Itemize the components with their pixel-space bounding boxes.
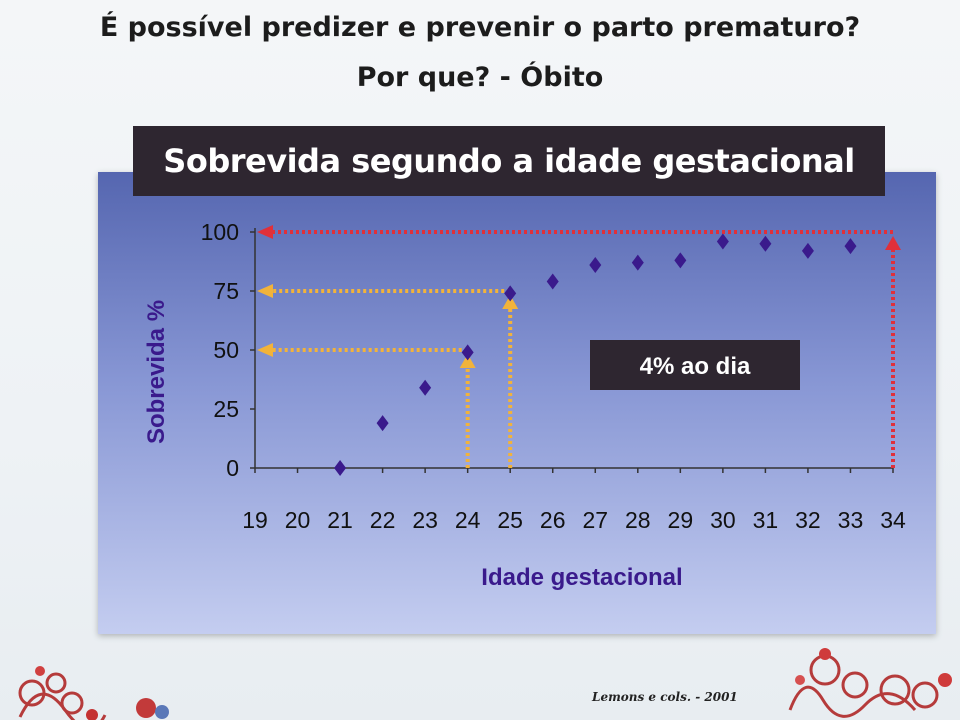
x-tick-label: 23 <box>412 507 438 533</box>
chart-title: Sobrevida segundo a idade gestacional <box>133 126 885 196</box>
y-tick-label: 100 <box>201 219 239 245</box>
x-tick-label: 28 <box>625 507 651 533</box>
citation: Lemons e cols. - 2001 <box>592 690 738 704</box>
x-tick-label: 31 <box>753 507 779 533</box>
annotation-box <box>590 340 800 390</box>
ornament-small-icon <box>136 698 169 719</box>
y-tick-label: 25 <box>213 396 239 422</box>
data-point <box>589 257 602 274</box>
x-axis-title: Idade gestacional <box>481 564 682 591</box>
x-tick-label: 30 <box>710 507 736 533</box>
guide-arrow-left <box>257 225 273 239</box>
x-tick-label: 27 <box>582 507 608 533</box>
data-point <box>376 415 389 432</box>
x-tick-label: 21 <box>327 507 353 533</box>
ornament-left-icon <box>18 666 107 720</box>
data-point <box>504 285 517 302</box>
data-point <box>801 242 814 259</box>
data-point <box>461 344 474 361</box>
y-tick-label: 75 <box>213 278 239 304</box>
x-tick-label: 33 <box>838 507 864 533</box>
x-tick-label: 24 <box>455 507 481 533</box>
data-point <box>546 273 559 290</box>
data-point <box>334 460 347 476</box>
x-tick-label: 22 <box>370 507 396 533</box>
data-point <box>419 379 432 396</box>
x-tick-label: 32 <box>795 507 821 533</box>
data-point <box>674 252 687 269</box>
guide-arrow-up <box>885 236 901 250</box>
x-tick-label: 29 <box>668 507 694 533</box>
y-axis-title: Sobrevida % <box>143 300 170 444</box>
data-point <box>631 254 644 271</box>
slide-title-line2: Por que? - Óbito <box>356 62 604 93</box>
y-tick-label: 0 <box>226 455 239 481</box>
data-point <box>844 238 857 255</box>
data-point <box>716 233 729 250</box>
data-point <box>759 235 772 252</box>
x-tick-label: 20 <box>285 507 311 533</box>
chart-panel <box>98 172 936 634</box>
y-tick-label: 50 <box>213 337 239 363</box>
guide-arrow-up <box>459 354 476 368</box>
x-tick-label: 26 <box>540 507 566 533</box>
slide-title-line1: É possível predizer e prevenir o parto p… <box>99 12 861 43</box>
guide-arrow-left <box>257 343 273 357</box>
annotation-label: 4% ao dia <box>640 353 751 380</box>
x-tick-label: 25 <box>497 507 523 533</box>
guide-arrow-up <box>502 295 519 309</box>
ornament-right-icon <box>788 648 952 718</box>
guide-arrow-left <box>257 284 273 298</box>
x-tick-label: 34 <box>880 507 906 533</box>
x-tick-label: 19 <box>242 507 268 533</box>
